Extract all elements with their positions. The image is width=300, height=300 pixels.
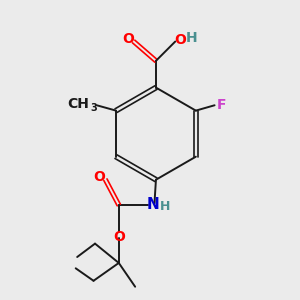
Text: H: H xyxy=(186,31,197,45)
Text: CH: CH xyxy=(68,98,89,111)
Text: N: N xyxy=(147,197,159,212)
Text: H: H xyxy=(160,200,170,213)
Text: O: O xyxy=(122,32,134,46)
Text: O: O xyxy=(93,170,105,184)
Text: F: F xyxy=(216,98,226,112)
Text: O: O xyxy=(175,33,187,47)
Text: 3: 3 xyxy=(90,103,97,112)
Text: O: O xyxy=(113,230,125,244)
